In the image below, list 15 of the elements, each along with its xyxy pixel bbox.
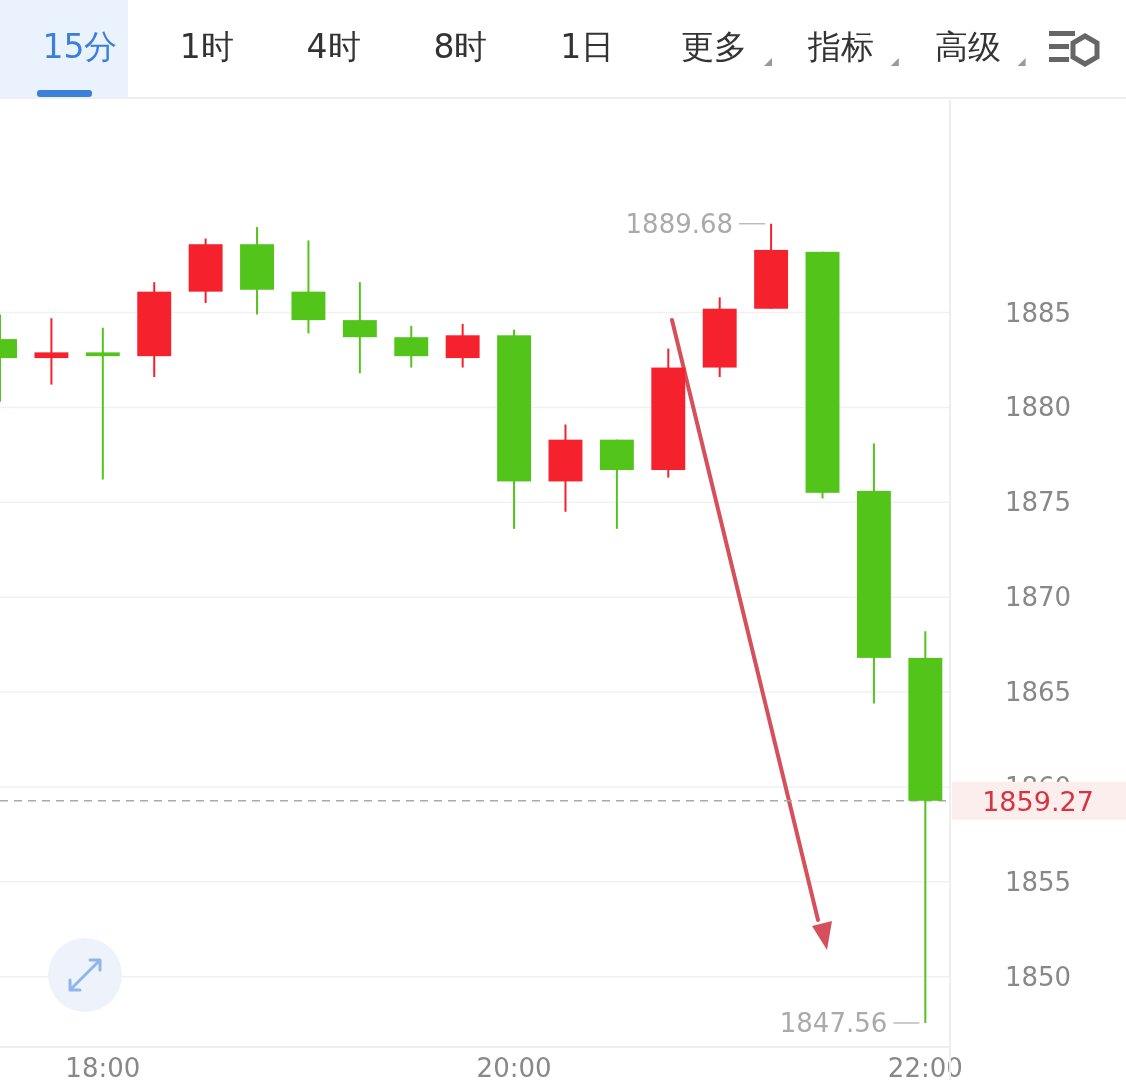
ref-line-label: 1859.27: [982, 785, 1094, 817]
tabs: 15分 1时 4时 8时 1日 更多 指标 高级: [0, 0, 1126, 99]
candlestick: [85, 326, 120, 481]
y-tick-label: 1875: [1004, 487, 1072, 518]
y-tick-label: 1880: [1004, 392, 1072, 423]
y-tick-label: 1855: [1004, 866, 1072, 897]
x-tick-label: 18:00: [65, 1053, 141, 1080]
candlestick: [34, 317, 69, 386]
annotation: 1889.68: [625, 208, 734, 239]
y-tick-label: 1865: [1004, 677, 1072, 708]
y-tick-label: 1870: [1004, 582, 1072, 613]
annotation: 1847.56: [779, 1007, 888, 1038]
x-tick-label: 20:00: [476, 1053, 552, 1080]
y-tick-label: 1885: [1004, 297, 1072, 328]
y-tick-label: 1850: [1004, 961, 1072, 992]
